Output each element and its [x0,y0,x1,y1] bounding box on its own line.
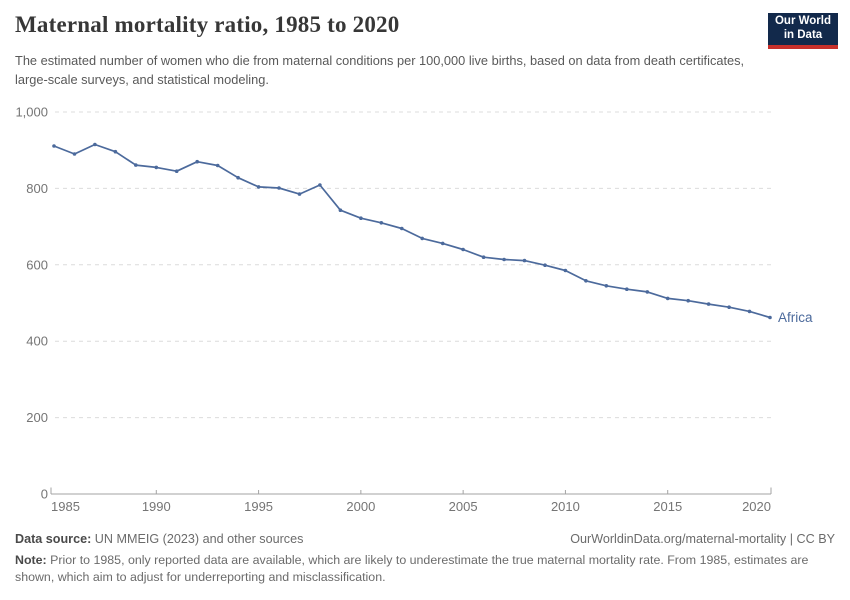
data-source: Data source: UN MMEIG (2023) and other s… [15,532,303,546]
series-label-africa[interactable]: Africa [778,310,813,325]
data-point[interactable] [481,255,486,259]
y-axis-tick-label: 0 [41,487,48,502]
y-axis-tick-label: 1,000 [15,105,48,120]
data-line-africa[interactable] [53,143,771,319]
data-point[interactable] [134,163,138,167]
data-point[interactable] [461,247,465,252]
data-point[interactable] [747,309,752,314]
chart-note-label: Note: [15,553,47,567]
y-axis-tick-label: 200 [26,410,48,425]
data-point[interactable] [727,305,731,310]
y-axis-tick-label: 800 [26,181,48,196]
data-point[interactable] [400,226,404,231]
data-point[interactable] [93,142,97,147]
line-chart[interactable]: 0 200 400 600 800 1,000 1985 1990 1995 2000 2005 20… [0,0,850,530]
data-point[interactable] [113,149,118,154]
data-point[interactable] [440,241,445,246]
data-point[interactable] [297,192,302,196]
chart-footer: Data source: UN MMEIG (2023) and other s… [15,532,835,587]
data-point[interactable] [563,268,568,273]
data-source-text: UN MMEIG (2023) and other sources [94,532,304,546]
data-point[interactable] [584,279,588,283]
data-point[interactable] [604,284,609,288]
data-point[interactable] [215,163,220,168]
data-point[interactable] [420,236,425,241]
y-axis-tick-label: 600 [26,257,48,272]
data-point[interactable] [502,257,506,262]
data-source-label: Data source: [15,532,92,546]
x-axis-tick-label: 1985 [51,499,80,514]
x-axis-tick-label: 2010 [551,499,580,514]
data-point[interactable] [318,183,322,187]
y-axis-tick-label: 400 [26,334,48,349]
data-point[interactable] [706,302,711,306]
data-point[interactable] [174,169,179,173]
x-axis-tick-label: 1995 [244,499,273,514]
data-point[interactable] [522,258,527,263]
chart-subtitle: The estimated number of women who die fr… [15,53,745,87]
data-point[interactable] [625,287,629,292]
x-axis-tick-label: 2020 [742,499,771,514]
x-axis-tick-label: 2000 [346,499,375,514]
attribution-link[interactable]: OurWorldinData.org/maternal-mortality | … [570,532,835,546]
data-point[interactable] [379,221,384,225]
data-point[interactable] [645,290,650,294]
data-point[interactable] [256,185,261,189]
data-point[interactable] [72,152,77,156]
data-point[interactable] [543,263,547,268]
data-point[interactable] [338,208,343,212]
chart-note-text: Prior to 1985, only reported data are av… [15,553,809,585]
page-title: Maternal mortality ratio, 1985 to 2020 [15,12,400,37]
owid-logo[interactable]: Our World in Data [768,13,838,49]
owid-logo-line1: Our World [774,15,831,28]
data-point[interactable] [768,315,772,320]
data-point[interactable] [154,165,159,170]
chart-note: Note: Prior to 1985, only reported data … [15,552,835,587]
data-point[interactable] [236,175,240,180]
x-axis-tick-label: 1990 [142,499,171,514]
data-point[interactable] [277,186,281,190]
x-axis-tick-label: 2005 [449,499,478,514]
owid-logo-line2: in Data [783,29,823,41]
data-point[interactable] [359,216,363,220]
data-point[interactable] [686,298,690,303]
data-point[interactable] [195,159,199,164]
data-point[interactable] [52,144,56,148]
data-point[interactable] [665,296,670,301]
x-axis-tick-label: 2015 [653,499,682,514]
